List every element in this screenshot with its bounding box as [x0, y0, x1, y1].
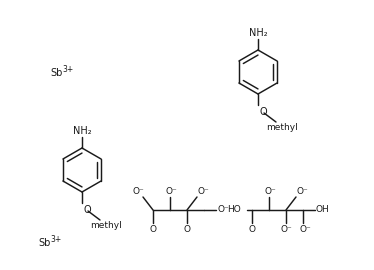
Text: 3+: 3+ — [50, 235, 61, 245]
Text: O⁻: O⁻ — [264, 187, 276, 195]
Text: O⁻: O⁻ — [165, 187, 177, 195]
Text: O⁻: O⁻ — [296, 187, 308, 195]
Text: methyl: methyl — [90, 221, 122, 229]
Text: Sb: Sb — [38, 238, 50, 248]
Text: O: O — [248, 224, 255, 234]
Text: NH₂: NH₂ — [249, 28, 267, 38]
Text: O⁻: O⁻ — [280, 224, 292, 234]
Text: HO: HO — [227, 205, 241, 214]
Text: OH: OH — [315, 205, 329, 214]
Text: O: O — [84, 205, 92, 215]
Text: O⁻: O⁻ — [132, 187, 144, 195]
Text: O: O — [150, 224, 156, 234]
Text: methyl: methyl — [266, 123, 298, 131]
Text: O⁻: O⁻ — [299, 224, 311, 234]
Text: Sb: Sb — [50, 68, 62, 78]
Text: O: O — [260, 107, 268, 117]
Text: O: O — [184, 224, 190, 234]
Text: NH₂: NH₂ — [73, 126, 91, 136]
Text: 3+: 3+ — [62, 66, 73, 75]
Text: O⁻: O⁻ — [197, 187, 209, 195]
Text: O⁻: O⁻ — [217, 205, 229, 214]
